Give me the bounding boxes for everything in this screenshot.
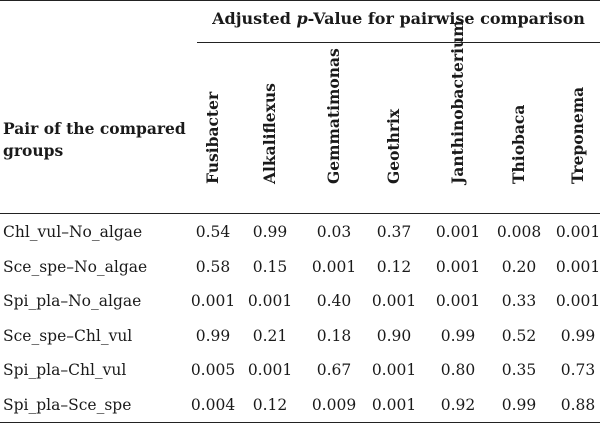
- table-cell: 0.99: [501, 395, 537, 414]
- table-cell: 0.001: [435, 257, 481, 276]
- table-cell: 0.12: [252, 395, 288, 414]
- table-cell: 0.001: [435, 292, 481, 310]
- column-header-geothrix: Geothrix: [379, 34, 409, 204]
- table-cell: 0.92: [440, 395, 476, 414]
- table-cell: 0.001: [190, 292, 236, 310]
- table-cell: 0.008: [496, 223, 542, 241]
- table-cell: 0.35: [501, 361, 537, 379]
- table-row: Spi_pla–Chl_vul 0.005 0.001 0.67 0.001 0.80 0.…: [0, 353, 600, 387]
- column-header-fusibacter: Fusibacter: [198, 34, 228, 204]
- column-header-treponema: Treponema: [563, 34, 593, 204]
- table-cell: 0.004: [190, 395, 236, 414]
- column-header-thiobaca: Thiobaca: [504, 34, 534, 204]
- table-cell: 0.73: [560, 361, 596, 379]
- table-cell: 0.03: [316, 223, 352, 241]
- column-header-alkaliflexus: Alkaliflexus: [255, 34, 285, 204]
- table-cell: 0.001: [555, 223, 600, 241]
- table-cell: 0.40: [316, 292, 352, 310]
- table-cell: 0.20: [501, 257, 537, 276]
- table-row: Spi_pla–Sce_spe 0.004 0.12 0.009 0.001 0.92 0.…: [0, 388, 600, 422]
- table-cell: 0.001: [371, 361, 417, 379]
- spanning-header-rule: [197, 42, 600, 43]
- row-label: Spi_pla–Chl_vul: [3, 361, 127, 379]
- table-cell: 0.67: [316, 361, 352, 379]
- table-cell: 0.88: [560, 395, 596, 414]
- row-header: Pair of the compared groups: [3, 119, 186, 160]
- table-cell: 0.005: [190, 361, 236, 379]
- column-header-label: Geothrix: [384, 108, 403, 184]
- table-cell: 0.99: [440, 326, 476, 345]
- table-cell: 0.90: [376, 326, 412, 345]
- row-label: Sce_spe–Chl_vul: [3, 326, 133, 345]
- spanning-column-header: Adjusted p-Value for pairwise comparison: [197, 9, 600, 28]
- table-cell: 0.15: [252, 257, 288, 276]
- table-cell: 0.99: [560, 326, 596, 345]
- table-cell: 0.21: [252, 326, 288, 345]
- table-row: Spi_pla–No_algae 0.001 0.001 0.40 0.001 0.001…: [0, 284, 600, 318]
- table-cell: 0.18: [316, 326, 352, 345]
- table-cell: 0.009: [311, 395, 357, 414]
- spanning-header-italic: p: [296, 9, 308, 28]
- table-cell: 0.001: [435, 223, 481, 241]
- spanning-header-suffix: -Value for pairwise comparison: [307, 9, 585, 28]
- row-label: Chl_vul–No_algae: [3, 223, 143, 241]
- table-cell: 0.001: [247, 292, 293, 310]
- table-row: Sce_spe–No_algae 0.58 0.15 0.001 0.12 0.001 0.…: [0, 250, 600, 284]
- table-cell: 0.99: [252, 223, 288, 241]
- table-cell: 0.001: [371, 395, 417, 414]
- column-header-janthinobacterium: Janthinobacterium: [443, 20, 473, 204]
- table-top-rule: [0, 0, 600, 1]
- row-label: Spi_pla–Sce_spe: [3, 395, 132, 414]
- column-header-label: Gemmatimonas: [324, 48, 343, 184]
- table-cell: 0.37: [376, 223, 412, 241]
- column-header-label: Alkaliflexus: [260, 83, 279, 184]
- table-cell: 0.001: [371, 292, 417, 310]
- column-header-gemmatimonas: Gemmatimonas: [319, 34, 349, 204]
- header-bottom-rule: [0, 213, 600, 214]
- table-cell: 0.54: [195, 223, 231, 241]
- column-header-label: Thiobaca: [509, 104, 528, 184]
- row-label: Spi_pla–No_algae: [3, 292, 142, 310]
- column-header-label: Fusibacter: [203, 91, 222, 184]
- table-cell: 0.58: [195, 257, 231, 276]
- table-cell: 0.001: [247, 361, 293, 379]
- table-cell: 0.001: [311, 257, 357, 276]
- spanning-header-prefix: Adjusted: [212, 9, 297, 28]
- table-cell: 0.99: [195, 326, 231, 345]
- table-cell: 0.001: [555, 292, 600, 310]
- column-header-label: Janthinobacterium: [448, 20, 467, 184]
- table-cell: 0.001: [555, 257, 600, 276]
- column-header-label: Treponema: [568, 86, 587, 184]
- row-label: Sce_spe–No_algae: [3, 257, 148, 276]
- table-cell: 0.80: [440, 361, 476, 379]
- table-cell: 0.33: [501, 292, 537, 310]
- table-row: Chl_vul–No_algae 0.54 0.99 0.03 0.37 0.001 0.0…: [0, 215, 600, 249]
- table-row: Sce_spe–Chl_vul 0.99 0.21 0.18 0.90 0.99 0.52 0…: [0, 319, 600, 353]
- table-cell: 0.12: [376, 257, 412, 276]
- table-cell: 0.52: [501, 326, 537, 345]
